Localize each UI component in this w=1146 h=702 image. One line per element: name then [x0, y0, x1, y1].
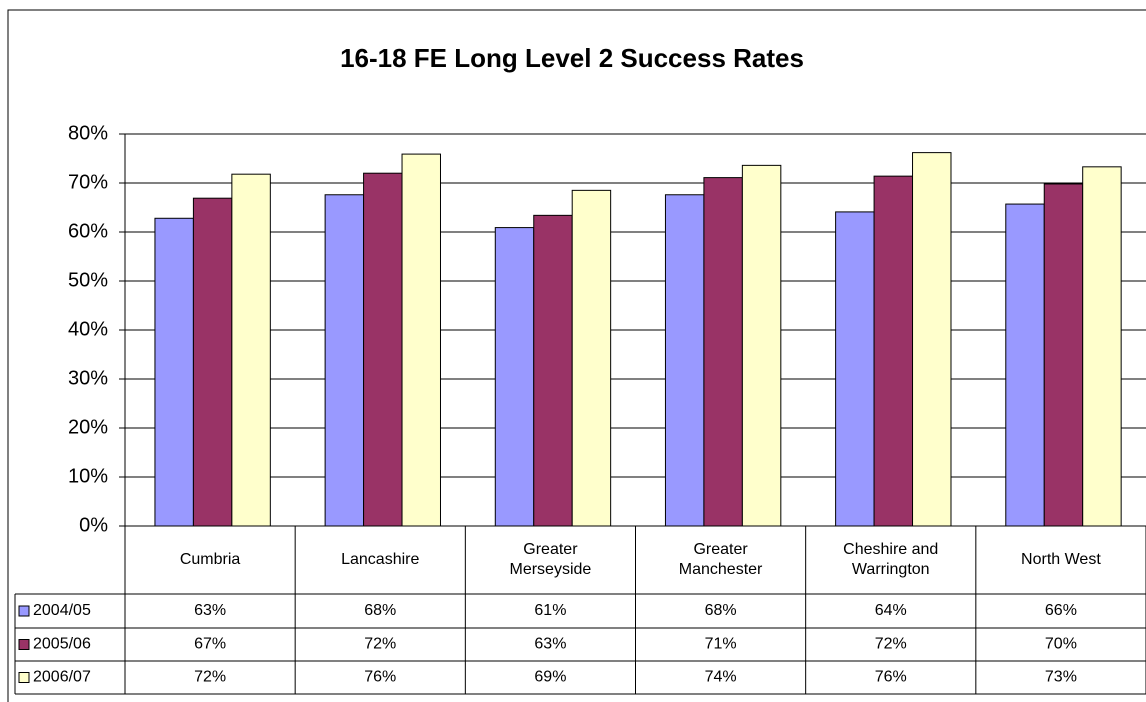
data-table-value: 66% [1045, 602, 1077, 619]
bar [324, 194, 365, 527]
x-tick-label: Lancashire [295, 526, 465, 594]
data-table-value: 72% [194, 669, 226, 686]
y-tick-label: 60% [68, 220, 108, 242]
data-table-value: 70% [1045, 636, 1077, 653]
legend-swatch [18, 639, 30, 650]
legend-swatch [18, 605, 30, 617]
bar [873, 175, 914, 527]
y-tick-label: 70% [68, 171, 108, 193]
data-table-value: 63% [534, 636, 566, 653]
x-tick-label: Cheshire and Warrington [806, 526, 976, 594]
y-tick-label: 10% [68, 465, 108, 487]
x-tick-label: North West [976, 526, 1146, 594]
bar [571, 189, 612, 527]
data-table-value: 68% [705, 602, 737, 619]
x-tick-label: Greater Merseyside [465, 526, 635, 594]
data-table-value: 67% [194, 636, 226, 653]
data-table-value: 63% [194, 602, 226, 619]
bar [1082, 166, 1122, 527]
bar [533, 214, 573, 527]
bar [912, 152, 952, 527]
legend-label: 2004/05 [33, 602, 91, 619]
bar [192, 197, 233, 527]
y-tick-label: 40% [68, 318, 108, 340]
data-table-value: 72% [364, 636, 396, 653]
data-table-value: 73% [1045, 669, 1077, 686]
data-table-value: 74% [705, 669, 737, 686]
bar [1043, 183, 1084, 527]
legend-swatch [18, 672, 30, 683]
bar [703, 177, 743, 527]
data-table-value: 76% [875, 669, 907, 686]
bar [1005, 203, 1045, 527]
data-table-value: 69% [534, 669, 566, 686]
bar [231, 173, 271, 527]
y-tick-label: 30% [68, 367, 108, 389]
data-table-value: 72% [875, 636, 907, 653]
bar [154, 217, 194, 527]
category-text: North West [1021, 551, 1101, 568]
chart-title: 16-18 FE Long Level 2 Success Rates [340, 43, 804, 73]
category-text: Cheshire and Warrington [843, 541, 939, 578]
category-text: Greater Merseyside [509, 541, 592, 578]
legend-label: 2005/06 [33, 636, 91, 653]
y-tick-label: 80% [68, 122, 108, 144]
y-tick-label: 0% [79, 514, 108, 536]
bar [835, 211, 875, 527]
bar [494, 227, 535, 527]
bar [741, 164, 782, 527]
bar [363, 172, 403, 527]
data-table-value: 64% [875, 602, 907, 619]
data-table-value: 61% [534, 602, 566, 619]
y-tick-label: 50% [68, 269, 108, 291]
bar [664, 194, 705, 527]
data-table-value: 76% [364, 669, 396, 686]
data-table-value: 71% [705, 636, 737, 653]
legend-label: 2006/07 [33, 669, 91, 686]
data-table-value: 68% [364, 602, 396, 619]
x-tick-label: Cumbria [125, 526, 295, 594]
category-text: Lancashire [341, 551, 420, 568]
x-tick-label: Greater Manchester [636, 526, 806, 594]
y-tick-label: 20% [68, 416, 108, 438]
category-text: Cumbria [179, 551, 241, 568]
category-text: Greater Manchester [678, 541, 763, 578]
bar [401, 153, 441, 527]
